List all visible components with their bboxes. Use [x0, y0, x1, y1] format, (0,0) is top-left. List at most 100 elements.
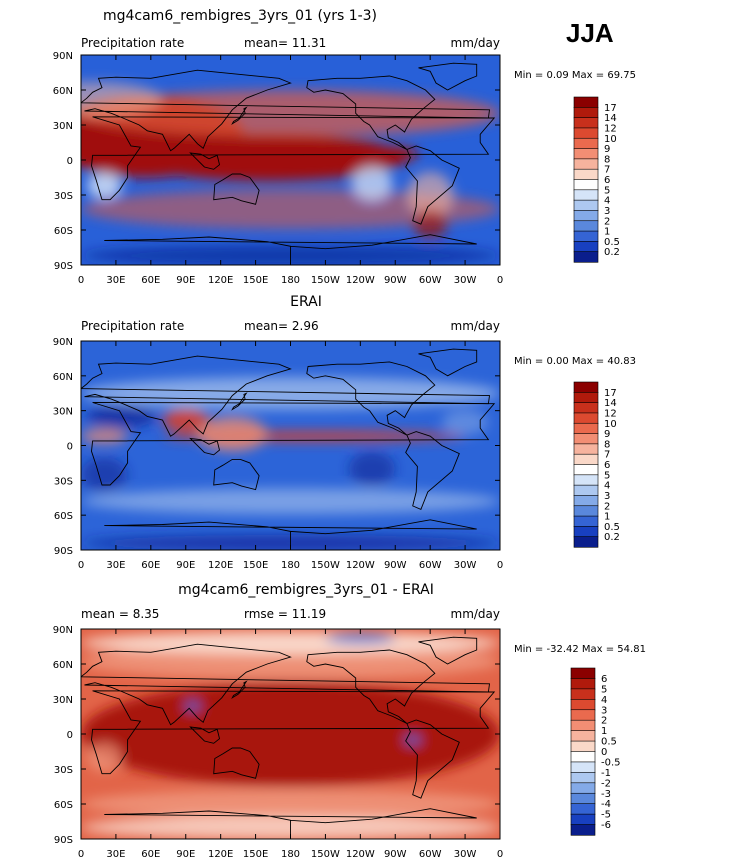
- field-blob: [81, 681, 500, 787]
- lon-tick-label: 180: [281, 560, 300, 571]
- lon-tick-label: 120W: [346, 275, 375, 286]
- colorbar-swatch: [570, 740, 596, 753]
- colorbar-swatch: [573, 464, 599, 476]
- field-blobs: [81, 631, 500, 839]
- lat-tick-label: 60N: [53, 660, 73, 671]
- colorbar-swatch: [573, 251, 599, 263]
- colorbar-level: 0.5: [604, 237, 620, 248]
- colorbar-swatch: [573, 484, 599, 497]
- lon-tick-label: 150W: [311, 849, 340, 860]
- lon-tick-label: 180: [281, 275, 300, 286]
- panel-3: mg4cam6_rembigres_3yrs_01 - ERAI mean = 8…: [53, 582, 646, 860]
- lon-tick-label: 150E: [243, 275, 268, 286]
- colorbar-swatch: [573, 199, 599, 212]
- coastline: [104, 519, 477, 550]
- colorbar-swatch: [573, 127, 599, 139]
- coastline: [231, 392, 248, 411]
- lat-tick-label: 30N: [53, 407, 73, 418]
- field-blob: [441, 409, 489, 436]
- lon-tick-label: 90E: [176, 849, 195, 860]
- map-field: [81, 629, 500, 839]
- colorbar-level: 7: [604, 450, 610, 461]
- lon-tick-label: 120E: [208, 849, 233, 860]
- panel-left-label: Precipitation rate: [81, 36, 184, 50]
- colorbar-level: 10: [604, 134, 617, 145]
- panel-left-label: mean = 8.35: [81, 607, 159, 621]
- colorbar-swatch: [573, 443, 599, 455]
- colorbar-swatch: [573, 505, 599, 517]
- panel-stat: rmse = 11.19: [244, 607, 326, 621]
- colorbar-swatch: [573, 230, 599, 242]
- lon-tick-label: 120W: [346, 560, 375, 571]
- lon-tick-label: 0: [78, 275, 84, 286]
- colorbar-swatch: [573, 422, 599, 435]
- lon-tick-label: 0: [497, 849, 503, 860]
- colorbar-level: 3: [604, 491, 610, 502]
- panel-range: Min = 0.09 Max = 69.75: [514, 70, 636, 81]
- colorbar-level: 17: [604, 103, 617, 114]
- colorbar-swatch: [573, 137, 599, 150]
- coastline: [189, 437, 221, 456]
- colorbar-level: 3: [601, 705, 607, 716]
- colorbar-level: -4: [601, 799, 611, 810]
- colorbar-level: 9: [604, 429, 610, 440]
- lon-tick-label: 90E: [176, 275, 195, 286]
- colorbar-swatch: [570, 761, 596, 773]
- colorbar-level: 0.2: [604, 247, 620, 258]
- lon-tick-label: 0: [497, 560, 503, 571]
- colorbar-level: 2: [604, 216, 610, 227]
- colorbar-level: -0.5: [601, 757, 621, 768]
- colorbar-swatch: [570, 688, 596, 700]
- field-blob: [406, 171, 454, 219]
- panel-units: mm/day: [451, 607, 501, 621]
- field-blob: [162, 408, 210, 432]
- colorbar-level: 12: [604, 408, 617, 419]
- colorbar-level: 8: [604, 154, 610, 165]
- colorbar-level: -5: [601, 810, 611, 821]
- lon-tick-label: 0: [497, 275, 503, 286]
- coastline: [189, 152, 221, 170]
- lon-tick-label: 0: [78, 560, 84, 571]
- coastline: [306, 361, 436, 436]
- lat-tick-label: 30S: [54, 765, 73, 776]
- lon-tick-label: 30E: [106, 560, 125, 571]
- field-blob: [351, 165, 393, 201]
- field-blob: [81, 189, 500, 229]
- field-blob: [81, 488, 500, 515]
- colorbar-swatch: [570, 699, 596, 711]
- colorbar-level: 12: [604, 123, 617, 134]
- field-blob: [86, 404, 157, 429]
- colorbar-level: -6: [601, 820, 611, 831]
- lon-tick-label: 150E: [243, 560, 268, 571]
- lon-tick-label: 30E: [106, 849, 125, 860]
- lat-tick-label: 90S: [54, 261, 73, 272]
- panel-stat: mean= 11.31: [244, 36, 326, 50]
- colorbar-level: 0.5: [604, 522, 620, 533]
- lon-tick-label: 60W: [419, 275, 442, 286]
- coastline: [189, 726, 221, 744]
- coastline: [231, 106, 248, 126]
- colorbar-swatch: [570, 792, 596, 805]
- colorbar-level: -1: [601, 768, 611, 779]
- field-blob: [81, 81, 163, 117]
- field-blob: [325, 632, 396, 645]
- panel-title: mg4cam6_rembigres_3yrs_01 (yrs 1-3): [103, 8, 377, 24]
- panel-range: Min = 0.00 Max = 40.83: [514, 356, 636, 367]
- colorbar-swatch: [570, 719, 596, 732]
- colorbar-swatch: [573, 96, 599, 108]
- colorbar-swatch: [573, 210, 599, 222]
- lon-tick-label: 180: [281, 849, 300, 860]
- colorbar-swatch: [573, 241, 599, 253]
- colorbar-level: 4: [601, 695, 607, 706]
- lat-tick-label: 0: [67, 730, 73, 741]
- lon-tick-label: 30W: [454, 849, 477, 860]
- colorbar-swatch: [573, 453, 599, 466]
- colorbar-level: 5: [604, 470, 610, 481]
- coastline: [81, 643, 491, 726]
- lon-tick-label: 90W: [384, 275, 407, 286]
- colorbar-level: 7: [604, 165, 610, 176]
- colorbar-swatch: [573, 220, 599, 232]
- colorbar-swatch: [573, 515, 599, 527]
